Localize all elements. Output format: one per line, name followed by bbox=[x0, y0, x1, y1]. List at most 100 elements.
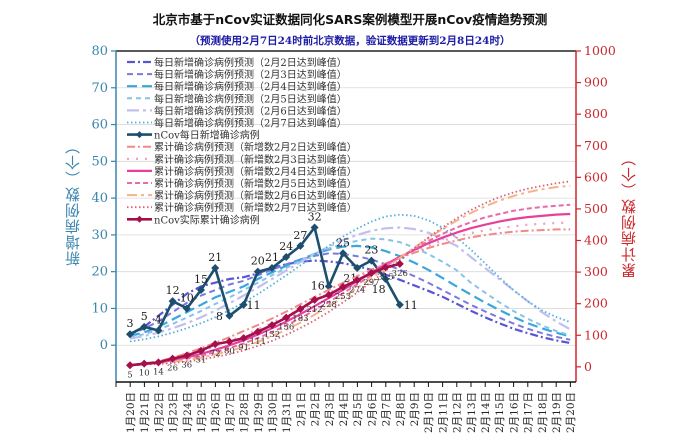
x-axis-tick-label: 2月8日 bbox=[395, 392, 407, 426]
data-point-marker bbox=[253, 327, 262, 336]
data-point-marker bbox=[282, 313, 291, 322]
legend-label: 每日新增确诊病例预测（2月4日达到峰值） bbox=[154, 80, 347, 93]
cumulative-data-label: 36 bbox=[181, 360, 192, 370]
data-point-marker bbox=[339, 282, 347, 291]
data-point-marker bbox=[381, 263, 390, 272]
legend-label: nCov每日新增确诊病例 bbox=[154, 129, 260, 142]
data-point-marker bbox=[296, 305, 305, 314]
data-point-marker bbox=[225, 311, 234, 320]
data-point-marker bbox=[395, 300, 404, 309]
x-axis-tick-label: 2月16日 bbox=[508, 392, 520, 433]
data-point-marker bbox=[168, 354, 177, 363]
legend-marker bbox=[136, 215, 143, 223]
left-axis-tick-label: 40 bbox=[91, 191, 108, 206]
series-line-11 bbox=[129, 184, 571, 367]
legend-label: 每日新增确诊病例预测（2月6日达到峰值） bbox=[154, 104, 347, 117]
data-point-marker bbox=[140, 359, 149, 368]
daily-data-label: 11 bbox=[404, 299, 418, 312]
data-point-marker bbox=[197, 286, 205, 295]
right-axis-tick-label: 0 bbox=[584, 359, 592, 374]
legend-label: nCov实际累计确诊病例 bbox=[154, 213, 260, 226]
data-point-marker bbox=[381, 275, 390, 284]
daily-data-label: 20 bbox=[251, 255, 265, 268]
series-line-4 bbox=[129, 226, 571, 340]
cumulative-data-label: 212 bbox=[306, 305, 322, 315]
x-axis-tick-label: 1月27日 bbox=[224, 392, 236, 433]
series-line-2 bbox=[129, 244, 571, 338]
cumulative-data-label: 183 bbox=[292, 314, 308, 324]
x-axis-tick-label: 2月20日 bbox=[565, 392, 577, 433]
legend-label: 每日新增确诊病例预测（2月5日达到峰值） bbox=[154, 92, 347, 105]
legend-label: 累计确诊病例预测（新增数2月3日达到峰值） bbox=[154, 153, 357, 166]
data-point-marker bbox=[197, 346, 205, 355]
data-point-marker bbox=[239, 300, 248, 309]
data-point-marker bbox=[353, 263, 362, 272]
x-axis-tick-label: 2月1日 bbox=[295, 392, 307, 426]
cumulative-data-label: 132 bbox=[264, 330, 280, 340]
daily-data-label: 21 bbox=[208, 251, 222, 264]
data-point-marker bbox=[211, 340, 220, 349]
data-point-marker bbox=[154, 358, 163, 367]
data-point-marker bbox=[268, 321, 276, 330]
x-axis-tick-label: 2月7日 bbox=[381, 392, 393, 426]
right-axis-tick-label: 1000 bbox=[584, 43, 616, 58]
daily-data-label: 27 bbox=[293, 229, 307, 242]
x-axis-tick-label: 1月31日 bbox=[281, 392, 293, 433]
data-point-marker bbox=[225, 337, 234, 346]
series-line-9 bbox=[129, 212, 571, 367]
left-axis-tick-label: 60 bbox=[91, 118, 108, 133]
cumulative-data-label: 297 bbox=[363, 278, 379, 288]
x-axis-tick-label: 2月6日 bbox=[366, 392, 378, 426]
left-axis-tick-label: 30 bbox=[91, 228, 108, 243]
cumulative-data-label: 326 bbox=[392, 269, 408, 279]
x-axis-tick-label: 2月9日 bbox=[409, 392, 421, 426]
series-line-0 bbox=[129, 259, 571, 345]
x-axis-tick-label: 2月4日 bbox=[338, 392, 350, 426]
daily-data-label: 3 bbox=[127, 317, 134, 330]
chart-subtitle: （预测使用2月7日24时前北京数据，验证数据更新到2月8日24时） bbox=[189, 35, 511, 47]
series-line-10 bbox=[129, 203, 571, 367]
data-point-marker bbox=[126, 330, 134, 339]
left-axis-tick-label: 10 bbox=[91, 301, 108, 316]
x-axis-tick-label: 1月29日 bbox=[253, 392, 265, 433]
data-point-marker bbox=[239, 334, 248, 343]
daily-data-label: 24 bbox=[279, 240, 293, 253]
x-axis-tick-label: 2月18日 bbox=[537, 392, 549, 433]
data-point-marker bbox=[353, 276, 362, 285]
daily-data-label: 4 bbox=[155, 314, 162, 327]
legend-label: 每日新增确诊病例预测（2月3日达到峰值） bbox=[154, 68, 347, 81]
data-point-marker bbox=[296, 241, 305, 250]
x-axis-tick-label: 1月23日 bbox=[168, 392, 180, 433]
daily-data-label: 16 bbox=[311, 279, 325, 292]
data-point-marker bbox=[154, 326, 163, 335]
cumulative-data-label: 91 bbox=[238, 343, 249, 353]
data-point-marker bbox=[126, 361, 134, 370]
legend-label: 累计确诊病例预测（新增数2月7日达到峰值） bbox=[154, 201, 357, 214]
cumulative-data-label: 156 bbox=[278, 323, 294, 333]
series-line-5 bbox=[129, 213, 571, 343]
left-axis-tick-label: 0 bbox=[100, 338, 108, 353]
x-axis-tick-label: 2月13日 bbox=[466, 392, 478, 433]
left-axis-tick-label: 50 bbox=[91, 154, 108, 169]
x-axis-tick-label: 1月24日 bbox=[182, 392, 194, 433]
right-axis-tick-label: 300 bbox=[584, 264, 608, 279]
data-point-marker bbox=[395, 259, 404, 268]
cumulative-data-label: 51 bbox=[196, 356, 207, 366]
cumulative-data-label: 26 bbox=[167, 364, 178, 374]
x-axis-tick-label: 1月21日 bbox=[139, 392, 151, 433]
legend-marker bbox=[136, 131, 143, 139]
right-axis-tick-label: 600 bbox=[584, 169, 608, 184]
right-axis-tick-label: 500 bbox=[584, 201, 608, 216]
data-point-marker bbox=[140, 322, 149, 331]
daily-data-label: 15 bbox=[194, 273, 208, 286]
cumulative-data-label: 14 bbox=[153, 367, 164, 377]
series-line-12 bbox=[129, 180, 571, 367]
x-axis-tick-label: 1月26日 bbox=[210, 392, 222, 433]
legend-label: 累计确诊病例预测（新增数2月5日达到峰值） bbox=[154, 177, 357, 190]
x-axis-tick-label: 1月20日 bbox=[125, 392, 137, 433]
data-point-marker bbox=[324, 290, 333, 299]
cumulative-data-label: 253 bbox=[335, 292, 351, 302]
x-axis-tick-label: 2月3日 bbox=[324, 392, 336, 426]
left-axis-tick-label: 70 bbox=[91, 81, 108, 96]
data-point-marker bbox=[253, 267, 262, 276]
